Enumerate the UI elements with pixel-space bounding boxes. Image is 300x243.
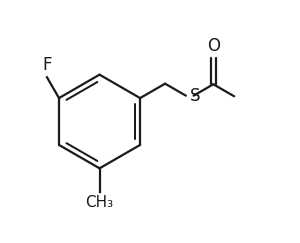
Text: F: F xyxy=(42,56,52,74)
Text: S: S xyxy=(190,87,200,105)
Text: O: O xyxy=(207,37,220,55)
Text: CH₃: CH₃ xyxy=(85,195,114,210)
